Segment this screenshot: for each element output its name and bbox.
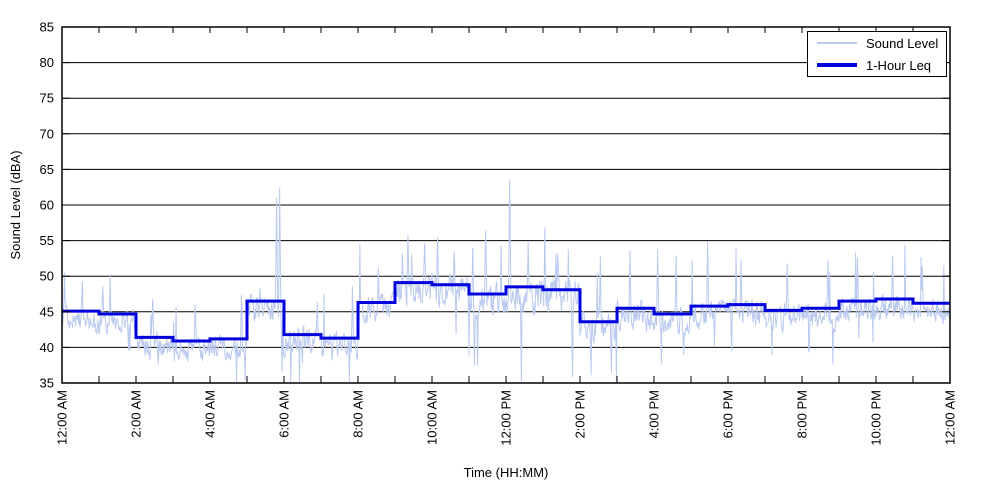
x-tick-label: 12:00 AM: [943, 390, 958, 445]
y-tick-label: 40: [40, 340, 54, 355]
x-tick-label: 8:00 PM: [795, 390, 810, 438]
x-tick-label: 12:00 AM: [55, 390, 70, 445]
y-tick-label: 70: [40, 126, 54, 141]
x-tick-label: 4:00 PM: [647, 390, 662, 438]
leq-series: [62, 281, 950, 343]
x-axis-title: Time (HH:MM): [464, 465, 549, 480]
y-tick-label: 65: [40, 162, 54, 177]
y-tick-label: 85: [40, 20, 54, 35]
leq-line-swatch: [817, 63, 857, 67]
x-tick-label: 4:00 AM: [203, 390, 218, 438]
y-tick-label: 55: [40, 233, 54, 248]
legend-label-sound-level: Sound Level: [866, 35, 939, 51]
x-tick-label: 10:00 PM: [869, 390, 884, 446]
y-tick-label: 75: [40, 91, 54, 106]
y-tick-label: 60: [40, 198, 54, 213]
y-tick-label: 80: [40, 55, 54, 70]
y-tick-label: 45: [40, 304, 54, 319]
x-tick-label: 2:00 PM: [573, 390, 588, 438]
sound-level-line-swatch: [817, 42, 857, 44]
x-tick-label: 10:00 AM: [425, 390, 440, 445]
sound-level-series: [61, 179, 951, 382]
x-tick-label: 6:00 AM: [277, 390, 292, 438]
x-tick-label: 2:00 AM: [129, 390, 144, 438]
legend: Sound Level 1-Hour Leq: [807, 31, 947, 77]
legend-item-leq: 1-Hour Leq: [808, 54, 946, 76]
x-tick-label: 6:00 PM: [721, 390, 736, 438]
y-tick-label: 35: [40, 376, 54, 391]
y-axis-title: Sound Level (dBA): [8, 150, 23, 259]
y-tick-label: 50: [40, 269, 54, 284]
x-tick-label: 12:00 PM: [499, 390, 514, 446]
legend-item-sound-level: Sound Level: [808, 32, 946, 54]
x-tick-label: 8:00 AM: [351, 390, 366, 438]
legend-label-leq: 1-Hour Leq: [866, 57, 932, 73]
